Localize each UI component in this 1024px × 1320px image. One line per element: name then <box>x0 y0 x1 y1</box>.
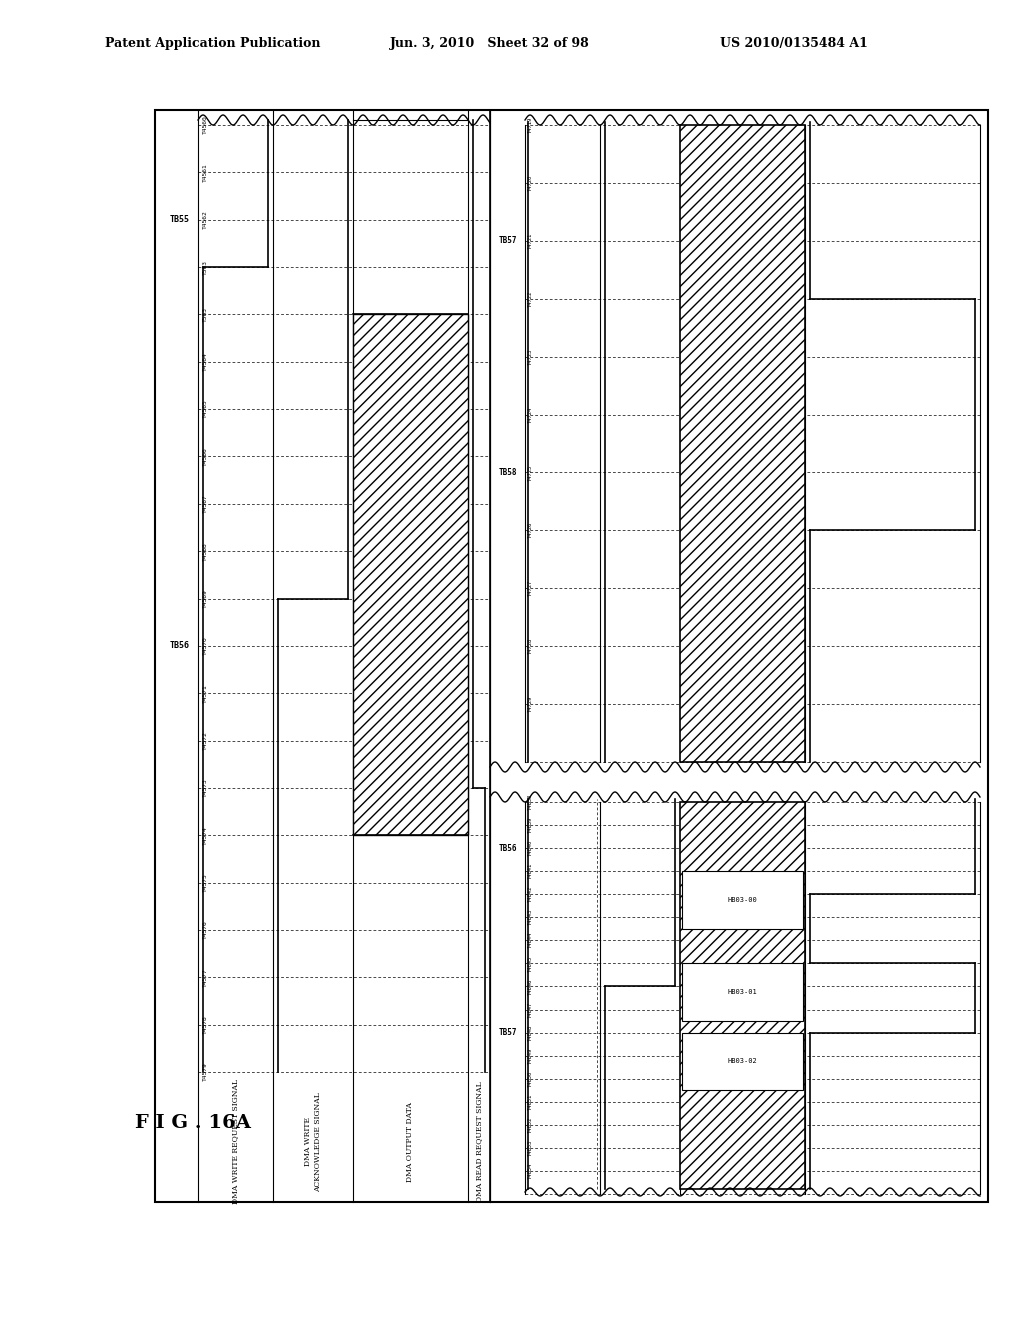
Text: T4642: T4642 <box>528 886 534 903</box>
Text: T4729: T4729 <box>528 696 534 713</box>
Text: T4639: T4639 <box>528 817 534 833</box>
Text: T4649: T4649 <box>528 1048 534 1064</box>
Text: T4567: T4567 <box>203 495 208 513</box>
Text: T4721: T4721 <box>528 232 534 249</box>
Text: DMA OUTPUT DATA: DMA OUTPUT DATA <box>407 1102 415 1181</box>
Text: T4577: T4577 <box>203 968 208 986</box>
Text: HB03-01: HB03-01 <box>728 989 758 995</box>
Text: T4638: T4638 <box>528 793 534 810</box>
Text: T4652: T4652 <box>528 1117 534 1133</box>
Text: T4727: T4727 <box>528 581 534 597</box>
Text: TB55: TB55 <box>170 215 190 224</box>
Text: T563: T563 <box>203 306 208 322</box>
Text: T4566: T4566 <box>203 447 208 466</box>
Text: TB57: TB57 <box>499 236 517 246</box>
Bar <box>680 803 805 1189</box>
Text: Patent Application Publication: Patent Application Publication <box>105 37 321 50</box>
Text: T4654: T4654 <box>528 1163 534 1179</box>
Text: T4720: T4720 <box>528 174 534 191</box>
Text: TB56: TB56 <box>170 642 190 651</box>
Bar <box>680 125 805 762</box>
Text: T4565: T4565 <box>203 400 208 418</box>
Text: T4723: T4723 <box>528 348 534 364</box>
Text: T4575: T4575 <box>203 874 208 892</box>
Text: T4728: T4728 <box>528 638 534 655</box>
Text: T4560: T4560 <box>203 116 208 135</box>
Text: TB57: TB57 <box>499 1028 517 1038</box>
Bar <box>155 110 988 1203</box>
Text: T4569: T4569 <box>203 589 208 609</box>
Bar <box>682 964 803 1022</box>
Text: T4573: T4573 <box>203 779 208 797</box>
Bar <box>353 314 468 836</box>
Text: DMA WRITE REQUEST SIGNAL: DMA WRITE REQUEST SIGNAL <box>231 1080 240 1204</box>
Text: T4653: T4653 <box>528 1139 534 1156</box>
Text: T4571: T4571 <box>203 684 208 702</box>
Text: Jun. 3, 2010   Sheet 32 of 98: Jun. 3, 2010 Sheet 32 of 98 <box>390 37 590 50</box>
Text: T4643: T4643 <box>528 909 534 925</box>
Text: TB56: TB56 <box>499 843 517 853</box>
Text: T4644: T4644 <box>528 932 534 949</box>
Text: F I G . 16A: F I G . 16A <box>135 1114 251 1133</box>
Text: DMA READ REQUEST SIGNAL: DMA READ REQUEST SIGNAL <box>475 1081 483 1203</box>
Text: T4578: T4578 <box>203 1015 208 1034</box>
Text: T4646: T4646 <box>528 978 534 994</box>
Text: DMA WRITE
ACKNOWLEDGE SIGNAL: DMA WRITE ACKNOWLEDGE SIGNAL <box>304 1092 322 1192</box>
Text: T4725: T4725 <box>528 465 534 480</box>
Text: T4562: T4562 <box>203 210 208 230</box>
Text: T4719: T4719 <box>528 117 534 133</box>
Text: T4722: T4722 <box>528 290 534 306</box>
Text: T4648: T4648 <box>528 1024 534 1040</box>
Bar <box>682 871 803 929</box>
Bar <box>682 1032 803 1090</box>
Text: T4572: T4572 <box>203 731 208 750</box>
Bar <box>155 110 988 1203</box>
Text: T4645: T4645 <box>528 956 534 972</box>
Text: T4574: T4574 <box>203 826 208 845</box>
Text: TB58: TB58 <box>499 469 517 477</box>
Text: T4650: T4650 <box>528 1071 534 1086</box>
Text: T4570: T4570 <box>203 636 208 655</box>
Text: T4564: T4564 <box>203 352 208 371</box>
Text: T4651: T4651 <box>528 1094 534 1110</box>
Text: T4568: T4568 <box>203 541 208 561</box>
Text: T4640: T4640 <box>528 840 534 857</box>
Text: T4576: T4576 <box>203 920 208 940</box>
Text: T4579: T4579 <box>203 1063 208 1081</box>
Text: HB03-00: HB03-00 <box>728 898 758 903</box>
Text: US 2010/0135484 A1: US 2010/0135484 A1 <box>720 37 868 50</box>
Text: T563: T563 <box>203 260 208 275</box>
Text: T4561: T4561 <box>203 162 208 182</box>
Text: T4724: T4724 <box>528 407 534 422</box>
Text: T4726: T4726 <box>528 523 534 539</box>
Text: T4647: T4647 <box>528 1002 534 1018</box>
Text: T4641: T4641 <box>528 863 534 879</box>
Text: HB03-02: HB03-02 <box>728 1059 758 1064</box>
